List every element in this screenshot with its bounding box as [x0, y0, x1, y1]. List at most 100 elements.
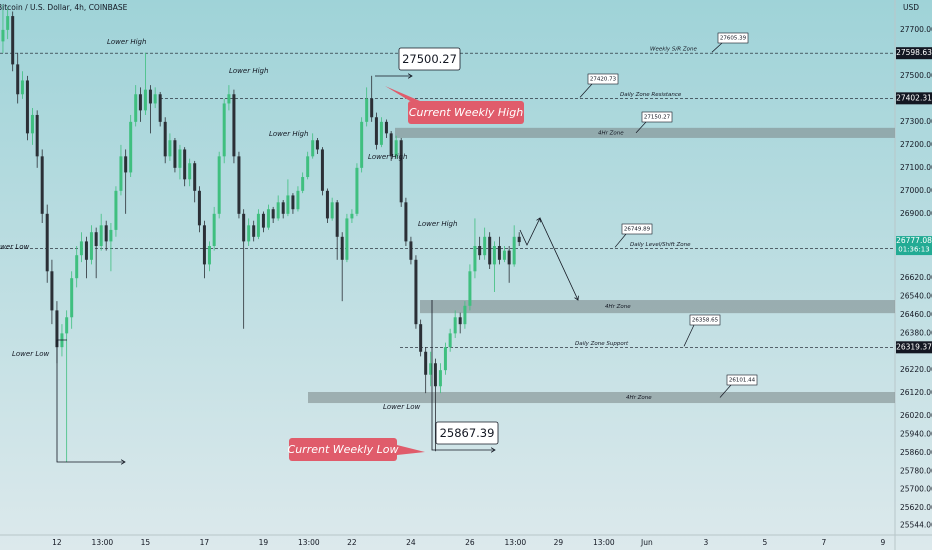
- candle-body: [143, 89, 147, 111]
- candle-body: [84, 241, 88, 260]
- callout-pointer: [385, 86, 420, 101]
- overlays: Lower High Lower High Lower High Lower H…: [0, 3, 919, 462]
- annotation: Lower Low: [0, 243, 30, 251]
- callout-pointer: [579, 83, 593, 98]
- callout-box: [641, 111, 673, 123]
- y-tick-label: 27100.00: [900, 163, 932, 172]
- x-tick-label: 22: [347, 538, 357, 547]
- candle-body: [296, 190, 300, 210]
- x-tick-label: 5: [763, 538, 768, 547]
- x-tick-label: 24: [406, 538, 416, 547]
- level-label: Weekly S/R Zone: [650, 47, 697, 53]
- candle-body: [70, 278, 74, 318]
- candles: [1, 4, 521, 463]
- candle-body: [458, 317, 462, 325]
- candle-body: [497, 246, 501, 260]
- x-tick-label: 15: [141, 538, 151, 547]
- candle-body: [360, 121, 364, 168]
- candle-body: [114, 190, 118, 230]
- candle-body: [492, 246, 496, 265]
- candle-body: [266, 209, 270, 228]
- candle-body: [207, 246, 211, 265]
- annotation: Lower High: [368, 153, 407, 161]
- callout-box: [717, 32, 749, 44]
- price-box: [435, 421, 499, 445]
- price-tag-text: 27402.31: [896, 93, 932, 102]
- candle-body: [25, 80, 29, 134]
- candle-body: [40, 156, 44, 214]
- candle-body: [99, 225, 103, 247]
- candle-body: [443, 347, 447, 371]
- annotation: Lower High: [229, 67, 268, 75]
- candle-body: [330, 202, 334, 219]
- candle-body: [30, 114, 34, 134]
- candle-body: [89, 232, 93, 260]
- candle-body: [183, 149, 187, 180]
- y-tick-label: 25620.00: [900, 503, 932, 512]
- y-tick-label: 27300.00: [900, 117, 932, 126]
- y-tick-label: 27000.00: [900, 186, 932, 195]
- candle-body: [306, 156, 310, 178]
- callout-text: Current Weekly Low: [288, 443, 399, 456]
- candle-body: [202, 225, 206, 265]
- candle-body: [119, 156, 123, 191]
- callout-text: 26358.65: [692, 318, 719, 324]
- candle-body: [35, 114, 39, 157]
- y-tick-label: 25700.00: [900, 485, 932, 494]
- candle-body: [16, 64, 20, 95]
- x-tick-label: 17: [200, 538, 210, 547]
- callout-pointer: [683, 324, 695, 347]
- annotation: Lower Low: [12, 350, 50, 358]
- candle-body: [247, 225, 251, 242]
- low-arrow: [431, 300, 495, 450]
- level-label: Daily Zone Support: [575, 341, 629, 347]
- axes: 27700.00 27500.00 27300.00 27200.00 27100.00…: [52, 25, 932, 547]
- candle-body: [379, 121, 383, 145]
- callout-box: [621, 223, 653, 235]
- candle-body: [502, 250, 506, 260]
- candle-body: [134, 94, 138, 122]
- candle-body: [50, 271, 54, 311]
- candle-body: [512, 236, 516, 265]
- low-arrow: [56, 339, 125, 462]
- x-tick-label: 12: [52, 538, 62, 547]
- candle-body: [429, 363, 433, 375]
- callout-box: [408, 101, 524, 124]
- candle-body: [168, 140, 172, 157]
- candle-body: [173, 140, 177, 168]
- x-tick-label: Jun: [640, 538, 653, 547]
- candle-body: [158, 94, 162, 122]
- candle-body: [129, 121, 133, 173]
- y-tick-label: 25860.00: [900, 448, 932, 457]
- candle-body: [301, 177, 305, 191]
- price-box-text: 25867.39: [440, 426, 495, 440]
- candle-body: [404, 202, 408, 242]
- candle-body: [355, 167, 359, 214]
- candle-body: [478, 246, 482, 256]
- candle-body: [286, 195, 290, 214]
- candle-body: [188, 163, 192, 180]
- candle-body: [365, 98, 369, 122]
- candle-body: [65, 317, 69, 334]
- price-box: [398, 47, 461, 71]
- candle-body: [1, 29, 5, 42]
- y-tick-label: 26220.00: [900, 365, 932, 374]
- callout-pointer: [711, 42, 723, 53]
- x-tick-label: 13:00: [505, 538, 527, 547]
- candle-body: [340, 236, 344, 260]
- candle-body: [75, 255, 79, 279]
- candle-body: [438, 370, 442, 387]
- x-tick-label: 13:00: [298, 538, 320, 547]
- candle-body: [424, 351, 428, 375]
- callout-text: 27605.39: [720, 36, 747, 42]
- candle-body: [507, 250, 511, 265]
- candle-body: [94, 232, 98, 247]
- candle-body: [153, 94, 157, 104]
- callout-box: [726, 374, 758, 386]
- candle-body: [419, 324, 423, 352]
- x-tick-label: 19: [259, 538, 269, 547]
- x-tick-label: 29: [554, 538, 564, 547]
- candle-body: [409, 241, 413, 260]
